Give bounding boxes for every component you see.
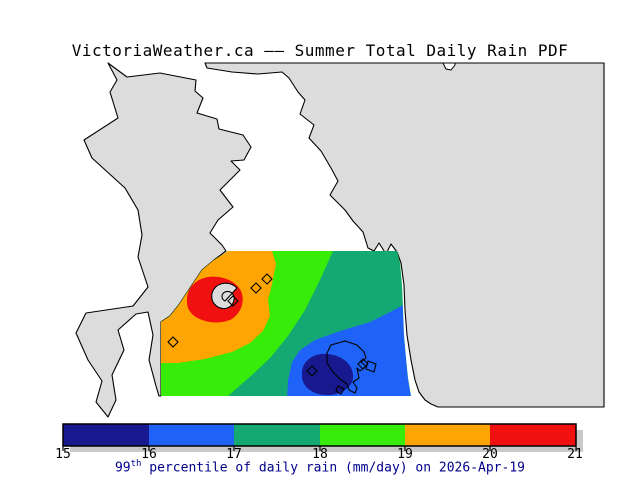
tick-label: 21 bbox=[567, 447, 583, 462]
page-title: VictoriaWeather.ca —— Summer Total Daily… bbox=[71, 41, 569, 60]
peninsula-hook bbox=[211, 282, 238, 310]
island-outlines bbox=[326, 340, 377, 395]
colorbar-segment-3 bbox=[234, 424, 320, 446]
colorbar bbox=[62, 423, 583, 452]
station-marker bbox=[250, 282, 262, 294]
caption-number: 99 bbox=[114, 460, 131, 476]
colorbar-tick-marks bbox=[62, 446, 577, 451]
colorbar-segment-5 bbox=[405, 424, 490, 446]
contour-field bbox=[161, 251, 411, 396]
tick-label: 16 bbox=[141, 447, 157, 462]
station-markers bbox=[167, 273, 369, 377]
island-outline-large bbox=[326, 340, 367, 394]
tick-label: 19 bbox=[397, 447, 413, 462]
station-marker bbox=[227, 295, 239, 307]
colorbar-segment-2 bbox=[149, 424, 234, 446]
island-outline-small-1 bbox=[365, 360, 377, 373]
caption-superscript: th bbox=[130, 459, 142, 469]
landmass-east bbox=[204, 62, 605, 408]
colorbar-segment-6 bbox=[490, 424, 576, 446]
island-outline-small-2 bbox=[335, 385, 345, 395]
tick-label: 18 bbox=[312, 447, 328, 462]
tick-label: 20 bbox=[482, 447, 498, 462]
station-marker bbox=[357, 358, 369, 370]
station-marker bbox=[167, 336, 179, 348]
station-marker bbox=[261, 273, 273, 285]
region-navy bbox=[302, 353, 354, 396]
colorbar-tick-labels: 15 16 17 18 19 20 21 bbox=[0, 447, 640, 462]
tick-label: 17 bbox=[226, 447, 242, 462]
colorbar-caption: 99th percentile of daily rain (mm/day) o… bbox=[0, 459, 640, 475]
landmass-west bbox=[75, 62, 252, 418]
caption-text: percentile of daily rain (mm/day) on 202… bbox=[141, 460, 525, 476]
colorbar-segment-4 bbox=[320, 424, 405, 446]
tick-label: 15 bbox=[55, 447, 71, 462]
colorbar-segment-1 bbox=[63, 424, 149, 446]
station-marker bbox=[306, 365, 318, 377]
region-seagreen bbox=[228, 251, 403, 396]
island-notch bbox=[442, 62, 456, 71]
